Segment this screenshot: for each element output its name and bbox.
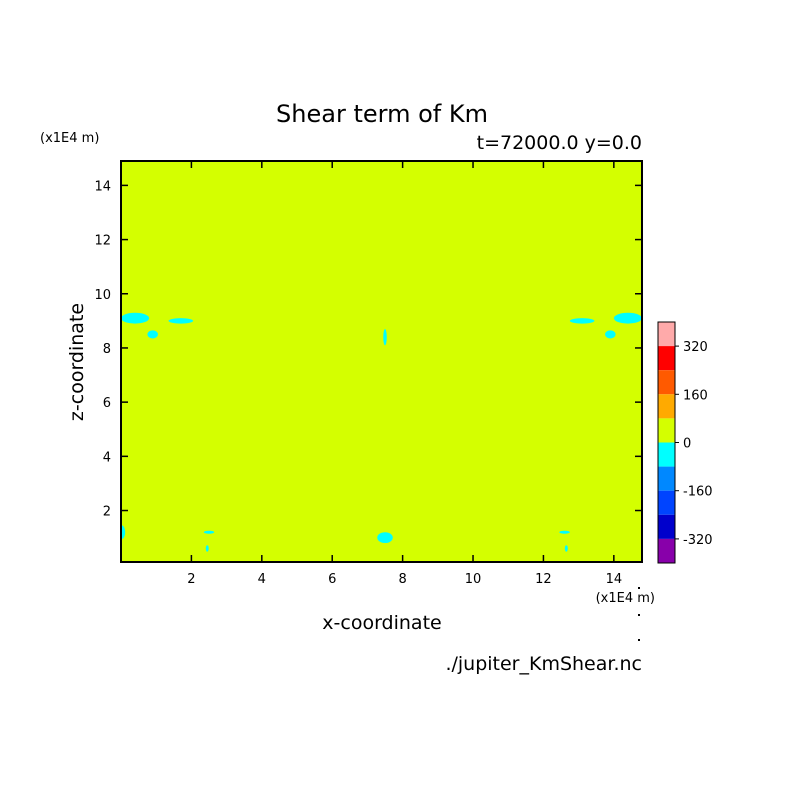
y-tick-label: 14 <box>94 179 111 194</box>
negative-region <box>121 312 150 324</box>
negative-region <box>168 318 194 324</box>
y-axis-label: z-coordinate <box>66 303 88 421</box>
chart-subtitle: t=72000.0 y=0.0 <box>477 132 642 154</box>
negative-region <box>564 545 568 552</box>
colorbar-level <box>658 346 675 371</box>
colorbar-tick-label: 160 <box>683 388 708 403</box>
plot-background <box>121 161 642 562</box>
plot-frame <box>120 160 643 563</box>
source-file-label: ./jupiter_KmShear.nc <box>445 653 642 675</box>
colorbar-tick-label: 320 <box>683 340 708 355</box>
colorbar-level <box>658 538 675 563</box>
colorbar-level <box>658 466 675 491</box>
colorbar-tick-label: 0 <box>683 437 691 452</box>
negative-region <box>147 330 158 339</box>
y-tick-label: 2 <box>103 505 111 520</box>
y-axis-ticks: 2 4 6 8 10 12 14 <box>94 179 642 520</box>
y-tick-label: 6 <box>103 396 111 411</box>
colorbar: 320 160 0 -160 -320 <box>657 321 713 564</box>
x-axis-label: x-coordinate <box>322 612 441 634</box>
x-tick-label: 12 <box>535 572 552 587</box>
x-tick-label: 10 <box>465 572 482 587</box>
y-unit-label: (x1E4 m) <box>40 131 99 146</box>
plot-area: 2 4 6 8 10 12 14 2 4 6 8 10 12 14 <box>94 160 643 587</box>
negative-region <box>203 530 215 534</box>
x-tick-label: 14 <box>606 572 623 587</box>
colorbar-level <box>658 514 675 539</box>
colorbar-level <box>658 394 675 419</box>
decorative-dots <box>638 587 640 641</box>
x-axis-ticks: 2 4 6 8 10 12 14 <box>187 161 622 587</box>
x-unit-label: (x1E4 m) <box>596 591 655 606</box>
chart-title: Shear term of Km <box>276 100 488 128</box>
colorbar-level <box>658 442 675 467</box>
y-tick-label: 12 <box>94 234 111 249</box>
x-tick-label: 2 <box>187 572 195 587</box>
negative-region <box>613 312 642 324</box>
x-tick-label: 4 <box>258 572 266 587</box>
negative-region <box>559 530 570 534</box>
colorbar-levels <box>658 322 675 563</box>
negative-region <box>377 532 393 544</box>
x-tick-label: 8 <box>398 572 406 587</box>
colorbar-level <box>658 370 675 395</box>
y-tick-label: 8 <box>103 342 111 357</box>
negative-region <box>605 330 616 339</box>
y-tick-label: 4 <box>103 450 111 465</box>
colorbar-tick-label: -320 <box>683 533 713 548</box>
colorbar-ticks: 320 160 0 -160 -320 <box>675 340 713 548</box>
negative-regions <box>121 312 642 552</box>
negative-region <box>121 525 126 539</box>
colorbar-level <box>658 322 675 347</box>
colorbar-level <box>658 490 675 515</box>
colorbar-tick-label: -160 <box>683 485 713 500</box>
y-tick-label: 10 <box>94 288 111 303</box>
negative-region <box>383 328 387 346</box>
negative-region <box>569 318 595 324</box>
x-tick-label: 6 <box>328 572 336 587</box>
negative-region <box>205 545 209 552</box>
colorbar-level <box>658 418 675 443</box>
